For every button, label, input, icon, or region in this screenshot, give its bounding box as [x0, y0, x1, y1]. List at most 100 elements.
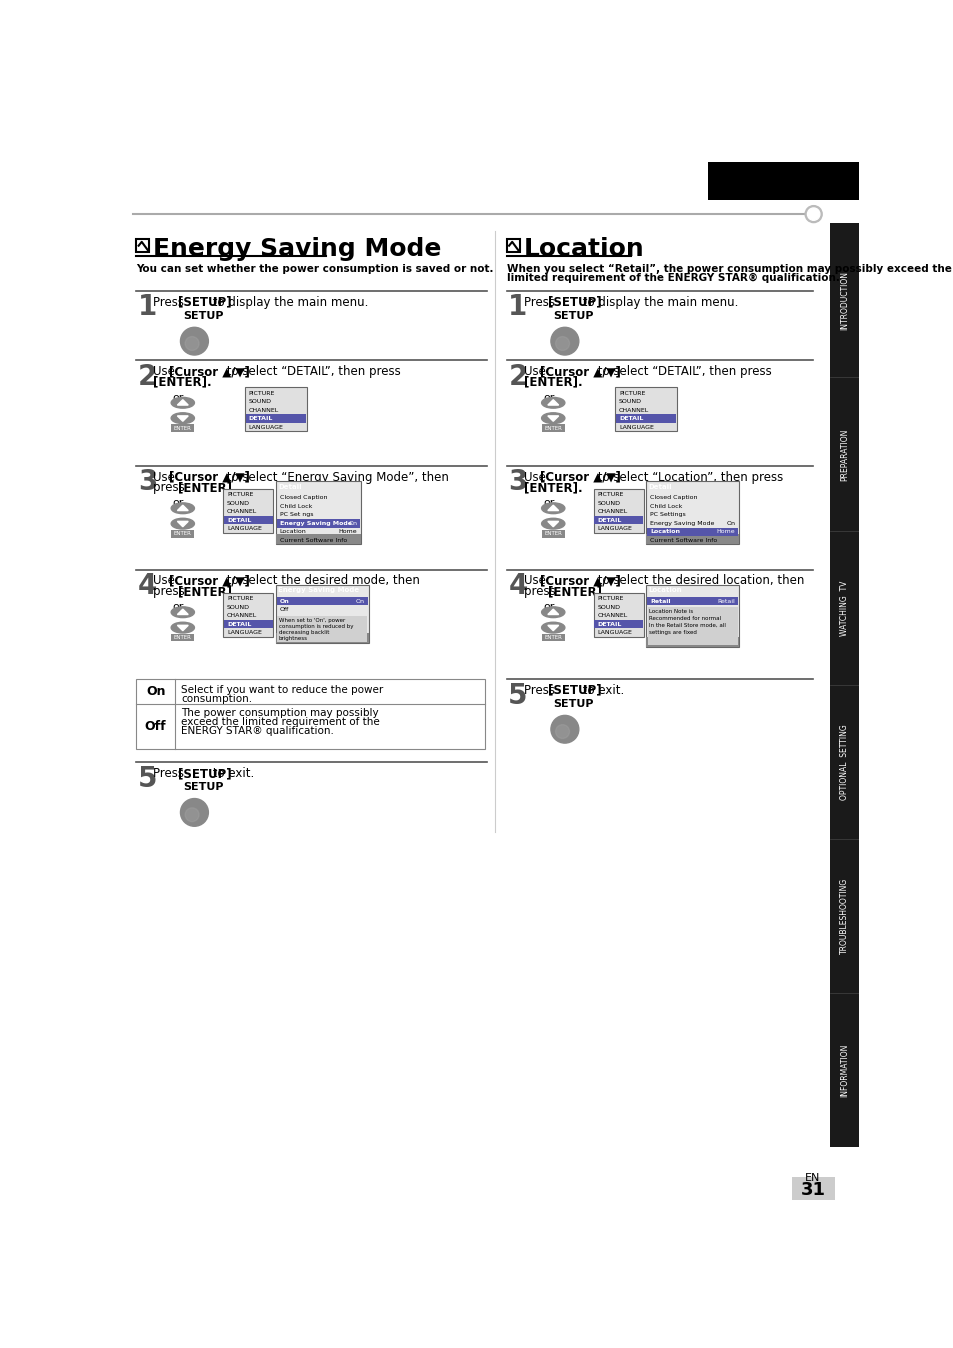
Bar: [276, 519, 360, 527]
Text: SETUP: SETUP: [553, 311, 593, 321]
Polygon shape: [547, 609, 558, 615]
Circle shape: [185, 807, 199, 822]
Text: PC Set ngs: PC Set ngs: [279, 512, 313, 518]
Text: ENTER: ENTER: [173, 635, 192, 640]
Bar: [275, 534, 360, 545]
Bar: [829, 685, 858, 840]
Text: or: or: [542, 499, 554, 508]
Bar: [224, 620, 273, 628]
Text: On: On: [348, 520, 356, 526]
Text: Child Lock: Child Lock: [279, 504, 312, 508]
Text: Location: Location: [279, 530, 306, 534]
Text: 2: 2: [508, 363, 527, 391]
Text: ENTER: ENTER: [544, 531, 561, 537]
Ellipse shape: [171, 503, 194, 514]
Bar: [275, 634, 369, 643]
Text: to select “Location”, then press: to select “Location”, then press: [593, 470, 782, 484]
Text: DETAIL: DETAIL: [597, 621, 621, 627]
Text: DETAIL: DETAIL: [227, 621, 251, 627]
Bar: [276, 597, 368, 605]
Text: Child Lock: Child Lock: [649, 504, 681, 508]
Bar: [615, 387, 677, 431]
Text: or: or: [172, 603, 184, 612]
Text: [ENTER].: [ENTER].: [177, 481, 236, 495]
Text: SOUND: SOUND: [227, 500, 250, 506]
Text: Detail: Detail: [648, 484, 672, 489]
Text: Home: Home: [338, 530, 356, 534]
Text: to select “Energy Saving Mode”, then: to select “Energy Saving Mode”, then: [223, 470, 449, 484]
Text: consumption.: consumption.: [181, 694, 253, 704]
Bar: [541, 530, 564, 538]
Text: or: or: [172, 499, 184, 508]
Text: DETAIL: DETAIL: [618, 417, 643, 421]
Bar: [136, 679, 484, 748]
Ellipse shape: [171, 607, 194, 617]
Text: ENTER: ENTER: [544, 635, 561, 640]
Ellipse shape: [541, 503, 564, 514]
Polygon shape: [177, 417, 188, 421]
Text: Closed Caption: Closed Caption: [279, 495, 327, 500]
Text: press: press: [153, 585, 189, 599]
Text: Detail: Detail: [278, 484, 301, 489]
Circle shape: [804, 206, 821, 222]
Bar: [707, 162, 858, 201]
Polygon shape: [177, 400, 188, 406]
Circle shape: [185, 337, 199, 350]
Bar: [541, 634, 564, 642]
Ellipse shape: [171, 412, 194, 423]
Text: LANGUAGE: LANGUAGE: [227, 526, 261, 531]
Text: The power consumption may possibly: The power consumption may possibly: [181, 708, 378, 717]
Text: On: On: [725, 520, 735, 526]
Text: On: On: [146, 685, 165, 698]
Bar: [645, 481, 739, 545]
Text: LANGUAGE: LANGUAGE: [227, 630, 261, 635]
Circle shape: [555, 337, 569, 350]
Text: LANGUAGE: LANGUAGE: [597, 526, 632, 531]
Text: 2: 2: [137, 363, 157, 391]
Text: or: or: [172, 392, 184, 403]
Text: On: On: [279, 599, 289, 604]
Text: CHANNEL: CHANNEL: [227, 510, 257, 514]
Text: CHANNEL: CHANNEL: [249, 407, 278, 412]
Bar: [223, 593, 274, 636]
Text: Retail: Retail: [717, 599, 735, 604]
Text: 4: 4: [508, 572, 527, 600]
Text: PICTURE: PICTURE: [597, 596, 623, 601]
Text: PICTURE: PICTURE: [249, 391, 274, 396]
Bar: [829, 224, 858, 377]
Text: 1: 1: [137, 294, 157, 321]
Text: Press: Press: [523, 683, 558, 697]
Text: to display the main menu.: to display the main menu.: [578, 295, 738, 309]
Bar: [245, 414, 306, 423]
Text: Press: Press: [153, 295, 188, 309]
Text: decreasing backlit: decreasing backlit: [278, 630, 329, 635]
Bar: [645, 585, 739, 647]
Text: [Cursor ▲/▼]: [Cursor ▲/▼]: [170, 470, 250, 484]
Text: or: or: [542, 603, 554, 612]
Text: Retail: Retail: [649, 599, 670, 604]
Text: ENTER: ENTER: [173, 531, 192, 537]
Text: Recommended for normal: Recommended for normal: [649, 616, 720, 621]
Polygon shape: [547, 417, 558, 421]
Text: [Cursor ▲/▼]: [Cursor ▲/▼]: [539, 365, 620, 377]
Text: English: English: [750, 173, 815, 190]
Bar: [275, 481, 360, 545]
Circle shape: [806, 208, 819, 220]
Text: Use: Use: [153, 365, 179, 377]
Text: SETUP: SETUP: [183, 782, 223, 793]
Bar: [541, 425, 564, 431]
Text: When set to 'On', power: When set to 'On', power: [278, 617, 345, 623]
Text: to exit.: to exit.: [209, 767, 254, 780]
Bar: [594, 516, 642, 524]
Polygon shape: [547, 522, 558, 527]
Text: ENERGY STAR® qualification.: ENERGY STAR® qualification.: [181, 727, 334, 736]
Bar: [645, 534, 739, 545]
Text: PICTURE: PICTURE: [597, 492, 623, 497]
Text: Energy Saving Mode: Energy Saving Mode: [278, 588, 359, 593]
Polygon shape: [177, 522, 188, 527]
Ellipse shape: [171, 398, 194, 408]
Ellipse shape: [541, 607, 564, 617]
Bar: [616, 414, 676, 423]
Text: limited requirement of the ENERGY STAR® qualification.: limited requirement of the ENERGY STAR® …: [506, 274, 839, 283]
Bar: [646, 527, 738, 537]
